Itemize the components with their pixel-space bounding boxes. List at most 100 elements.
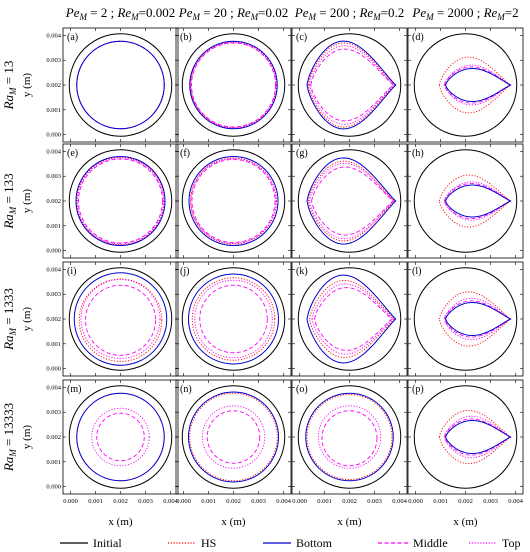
x-tick-label: 0.000 [176, 498, 191, 505]
bottom-curve [189, 40, 278, 130]
column-pe-value: 2000 [447, 5, 473, 20]
panel-frame [407, 27, 524, 143]
panel-label: (n) [180, 384, 192, 395]
panel-frame [291, 261, 408, 377]
plot-area [413, 385, 518, 489]
y-axis-label-text: y (m) [21, 73, 33, 97]
panel: (j) [175, 261, 292, 377]
x-tick-label: 0.003 [483, 498, 498, 505]
top-curve [190, 158, 277, 244]
x-tick-label: 0.001 [201, 498, 216, 505]
row-label-text: RaM = 13 [1, 61, 18, 111]
plot-area [181, 149, 286, 253]
x-tick-label: 0.003 [251, 498, 266, 505]
legend-label-middle: Middle [413, 536, 448, 550]
top-curve [309, 45, 395, 125]
row-label: RaM = 13 [1, 61, 18, 111]
middle-curve [206, 410, 261, 464]
top-curve [311, 283, 394, 355]
hs-curve [76, 156, 165, 246]
y-axis-label: y (m) [21, 307, 33, 331]
bottom-curve [444, 68, 512, 102]
y-tick-label: 0.001 [46, 223, 61, 230]
row-label-text: RaM = 133 [1, 173, 18, 229]
middle-curve [85, 284, 156, 356]
x-tick-label: 0.002 [342, 498, 357, 505]
plot-area [297, 33, 402, 137]
row-label-text: RaM = 1333 [1, 288, 18, 351]
x-axis-label: x (m) [221, 516, 245, 528]
y-tick-label: 0.004 [46, 148, 61, 155]
x-tick-label: 0.000 [408, 498, 423, 505]
bottom-curve [306, 157, 397, 245]
panel-frame [407, 143, 524, 259]
panel-label: (j) [180, 266, 189, 277]
panel-label: (e) [67, 148, 78, 159]
panel: (h) [407, 143, 524, 259]
row-label-text: RaM = 13333 [1, 403, 18, 472]
panel-label: (m) [67, 384, 81, 395]
y-tick-label: 0.003 [46, 57, 61, 64]
y-tick-label: 0.001 [46, 459, 61, 466]
panel: (f) [175, 143, 292, 259]
y-axis-label: y (m) [21, 189, 33, 213]
row-ra-value: 13333 [1, 403, 16, 436]
middle-curve [310, 48, 394, 122]
top-curve [190, 42, 277, 128]
y-tick-label: 0.001 [46, 107, 61, 114]
x-tick-label: 0.004 [163, 498, 178, 505]
panel: 0.000 0.001 0.002 0.003 0.004 (i) [46, 261, 179, 377]
middle-curve [321, 410, 378, 467]
x-tick-label: 0.000 [63, 498, 78, 505]
initial-curve [297, 149, 402, 253]
top-curve [317, 405, 382, 469]
bottom-curve [188, 156, 279, 246]
hs-curve [307, 42, 396, 128]
legend-label-initial: Initial [93, 536, 122, 550]
top-curve [77, 157, 164, 245]
x-tick-label: 0.001 [88, 498, 103, 505]
row-label: RaM = 13333 [1, 403, 18, 472]
x-tick-label: 0.004 [392, 498, 407, 505]
initial-curve [413, 149, 518, 253]
hs-curve [306, 394, 393, 480]
middle-curve [191, 42, 276, 128]
plot-area [68, 149, 173, 253]
initial-curve [68, 149, 173, 253]
panel-label: (p) [412, 384, 424, 395]
middle-curve [311, 166, 394, 236]
x-tick-label: 0.003 [367, 498, 382, 505]
row-label: RaM = 1333 [1, 288, 18, 351]
top-curve [80, 279, 161, 359]
y-tick-label: 0.004 [46, 266, 61, 273]
panel: (k) [291, 261, 408, 377]
column-header: PeM = 2000 ; ReM=2 [411, 5, 518, 23]
panel-label: (c) [296, 32, 307, 43]
panel: 0.000 0.001 0.002 0.003 0.004 (a) [46, 27, 179, 143]
y-axis-label-text: y (m) [21, 307, 33, 331]
y-tick-label: 0.000 [46, 484, 61, 491]
initial-curve [181, 33, 286, 137]
panel-label: (k) [296, 266, 308, 277]
y-tick-label: 0.000 [46, 132, 61, 139]
hs-curve [78, 278, 163, 362]
panel: (b) [175, 27, 292, 143]
hs-curve [438, 291, 512, 347]
y-tick-label: 0.003 [46, 173, 61, 180]
panel: (c) [291, 27, 408, 143]
x-tick-label: 0.000 [292, 498, 307, 505]
middle-curve [443, 300, 512, 338]
panel-frame [175, 261, 292, 377]
hs-curve [438, 174, 512, 228]
y-tick-label: 0.002 [46, 82, 61, 89]
top-curve [201, 405, 266, 469]
panel-label: (f) [180, 148, 190, 159]
bottom-curve [444, 184, 512, 218]
column-header: PeM = 20 ; ReM=0.02 [178, 5, 289, 23]
panel-label: (l) [412, 266, 421, 277]
middle-curve [78, 158, 163, 244]
y-axis-label-text: y (m) [21, 425, 33, 449]
panel: 0.000 0.001 0.002 0.003 0.004 (o) [291, 379, 408, 505]
